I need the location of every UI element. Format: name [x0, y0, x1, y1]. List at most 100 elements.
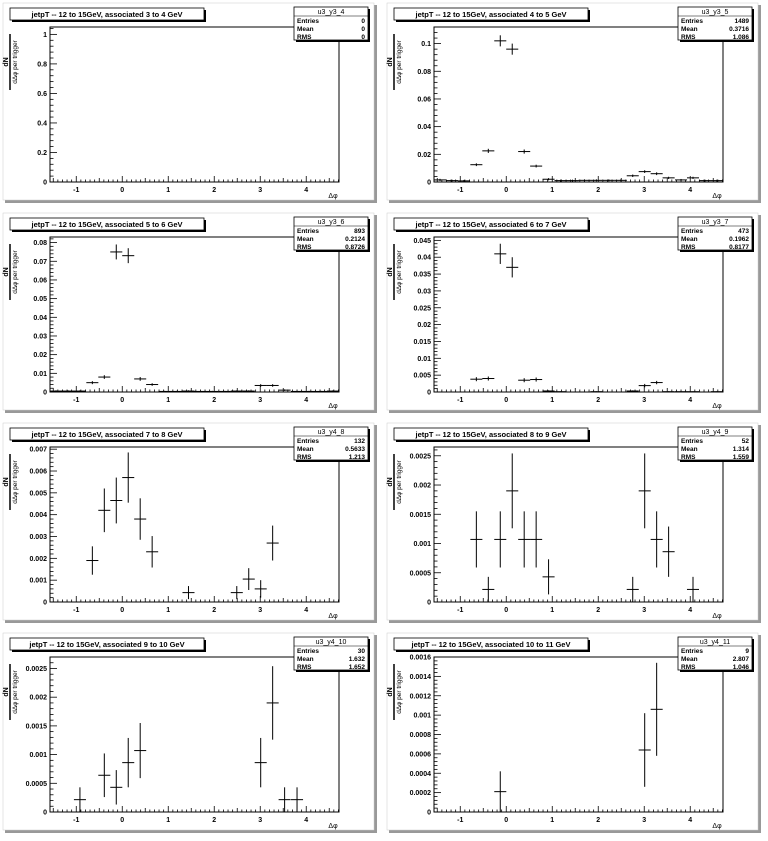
y-tick-label: 0.0012 [410, 693, 432, 700]
data-point [266, 666, 279, 740]
y-tick-label: 0.0008 [410, 732, 432, 739]
stats-value: 132 [354, 438, 365, 445]
histogram-title: jetpT -- 12 to 15GeV, associated 10 to 1… [411, 640, 571, 649]
data-point [626, 174, 639, 178]
y-tick-label: 0.08 [417, 69, 431, 76]
stats-label: Mean [681, 656, 698, 663]
x-tick-label: 1 [166, 187, 170, 194]
data-point [110, 244, 123, 260]
data-point [86, 381, 99, 385]
data-point [86, 546, 99, 575]
histogram-title: jetpT -- 12 to 15GeV, associated 4 to 5 … [414, 10, 566, 19]
stats-name: u3_y4_9 [702, 429, 729, 436]
y-axis-numerator: dN [3, 477, 10, 486]
x-tick-label: 4 [304, 817, 308, 824]
x-tick-label: 2 [212, 397, 216, 404]
stats-value: 30 [358, 648, 366, 655]
x-axis-label: Δφ [328, 403, 338, 410]
y-axis-denominator: dΔφ per trigger [12, 39, 19, 83]
y-tick-label: 0.06 [417, 96, 431, 103]
y-tick-label: 0.2 [37, 150, 47, 157]
y-axis-denominator: dΔφ per trigger [396, 249, 403, 293]
y-axis-title: dN dΔφ per trigger [3, 454, 19, 510]
y-tick-label: 0.002 [29, 556, 47, 563]
stats-label: RMS [297, 664, 312, 671]
y-tick-label: 0.006 [29, 469, 47, 476]
data-point [566, 179, 579, 182]
stats-box [293, 6, 369, 41]
y-axis-numerator: dN [3, 267, 10, 276]
stats-label: Mean [681, 236, 698, 243]
data-point [170, 390, 183, 392]
y-tick-label: 0 [43, 390, 47, 397]
y-axis-denominator: dΔφ per trigger [396, 459, 403, 503]
y-tick-label: 1 [43, 32, 47, 39]
y-tick-label: 0.003 [29, 534, 47, 541]
data-point [218, 390, 231, 392]
data-point [638, 170, 651, 174]
y-tick-label: 0.035 [413, 272, 431, 279]
data-point [110, 477, 123, 524]
x-axis-label: Δφ [328, 613, 338, 620]
data-point [98, 753, 111, 798]
stats-label: Entries [681, 648, 703, 655]
title-box [393, 7, 589, 21]
stats-value: 0 [361, 26, 365, 33]
y-tick-label: 0.01 [33, 371, 47, 378]
x-tick-label: 3 [258, 397, 262, 404]
data-point [254, 737, 267, 788]
data-point [194, 390, 207, 392]
data-point [470, 163, 483, 167]
x-tick-label: 3 [642, 397, 646, 404]
y-tick-label: 0.02 [417, 322, 431, 329]
x-tick-label: -1 [457, 397, 463, 404]
y-tick-label: 0.015 [413, 339, 431, 346]
data-point [254, 384, 267, 387]
data-point [518, 511, 531, 568]
data-point [542, 178, 555, 181]
y-tick-label: 0.0025 [410, 453, 432, 460]
histogram-pad: -1 0 1 2 3 4 Δφ 0 0.0005 0.001 0.0015 0.002 0.0025 dN… [384, 420, 768, 630]
title-box [9, 7, 205, 21]
x-tick-label: 0 [504, 187, 508, 194]
y-tick-label: 0.0006 [410, 751, 432, 758]
data-point [134, 723, 147, 779]
x-tick-label: -1 [73, 817, 79, 824]
stats-label: Entries [297, 228, 319, 235]
x-tick-label: 0 [504, 817, 508, 824]
data-point [518, 149, 531, 154]
stats-label: RMS [681, 664, 696, 671]
stats-label: Mean [297, 26, 314, 33]
data-point [638, 713, 651, 787]
data-point [482, 148, 495, 153]
stats-box [293, 636, 369, 671]
data-point [146, 383, 159, 386]
x-axis-label: Δφ [328, 823, 338, 830]
x-tick-label: 3 [642, 187, 646, 194]
data-point [650, 172, 663, 176]
x-axis-label: Δφ [328, 193, 338, 200]
y-tick-label: 0 [43, 810, 47, 817]
plot-frame [49, 446, 340, 603]
data-point [146, 536, 159, 568]
stats-label: RMS [297, 454, 312, 461]
data-point [506, 43, 519, 55]
stats-name: u3_y3_6 [318, 219, 345, 226]
data-point [242, 568, 255, 590]
stats-label: Mean [297, 446, 314, 453]
stats-label: Entries [297, 438, 319, 445]
data-point [254, 580, 267, 598]
y-tick-label: 0.4 [37, 120, 47, 127]
histogram-pad: -1 0 1 2 3 4 Δφ 0 0.0005 0.001 0.0015 0.002 0.0025 dN… [0, 630, 384, 840]
y-tick-label: 0.025 [413, 305, 431, 312]
y-axis-denominator: dΔφ per trigger [12, 669, 19, 713]
data-point [542, 559, 555, 595]
histogram-pad: -1 0 1 2 3 4 Δφ 0 0.2 0.4 0.6 0.8 1 dN dΔφ per trigger… [0, 0, 384, 210]
x-axis-label: Δφ [712, 613, 722, 620]
data-point [554, 179, 567, 182]
stats-value: 52 [742, 438, 750, 445]
histogram-pad: -1 0 1 2 3 4 Δφ 0 0.001 0.002 0.003 0.004 0.005 0.006… [0, 420, 384, 630]
stats-value: 0.8726 [345, 244, 365, 251]
x-tick-label: 1 [550, 397, 554, 404]
